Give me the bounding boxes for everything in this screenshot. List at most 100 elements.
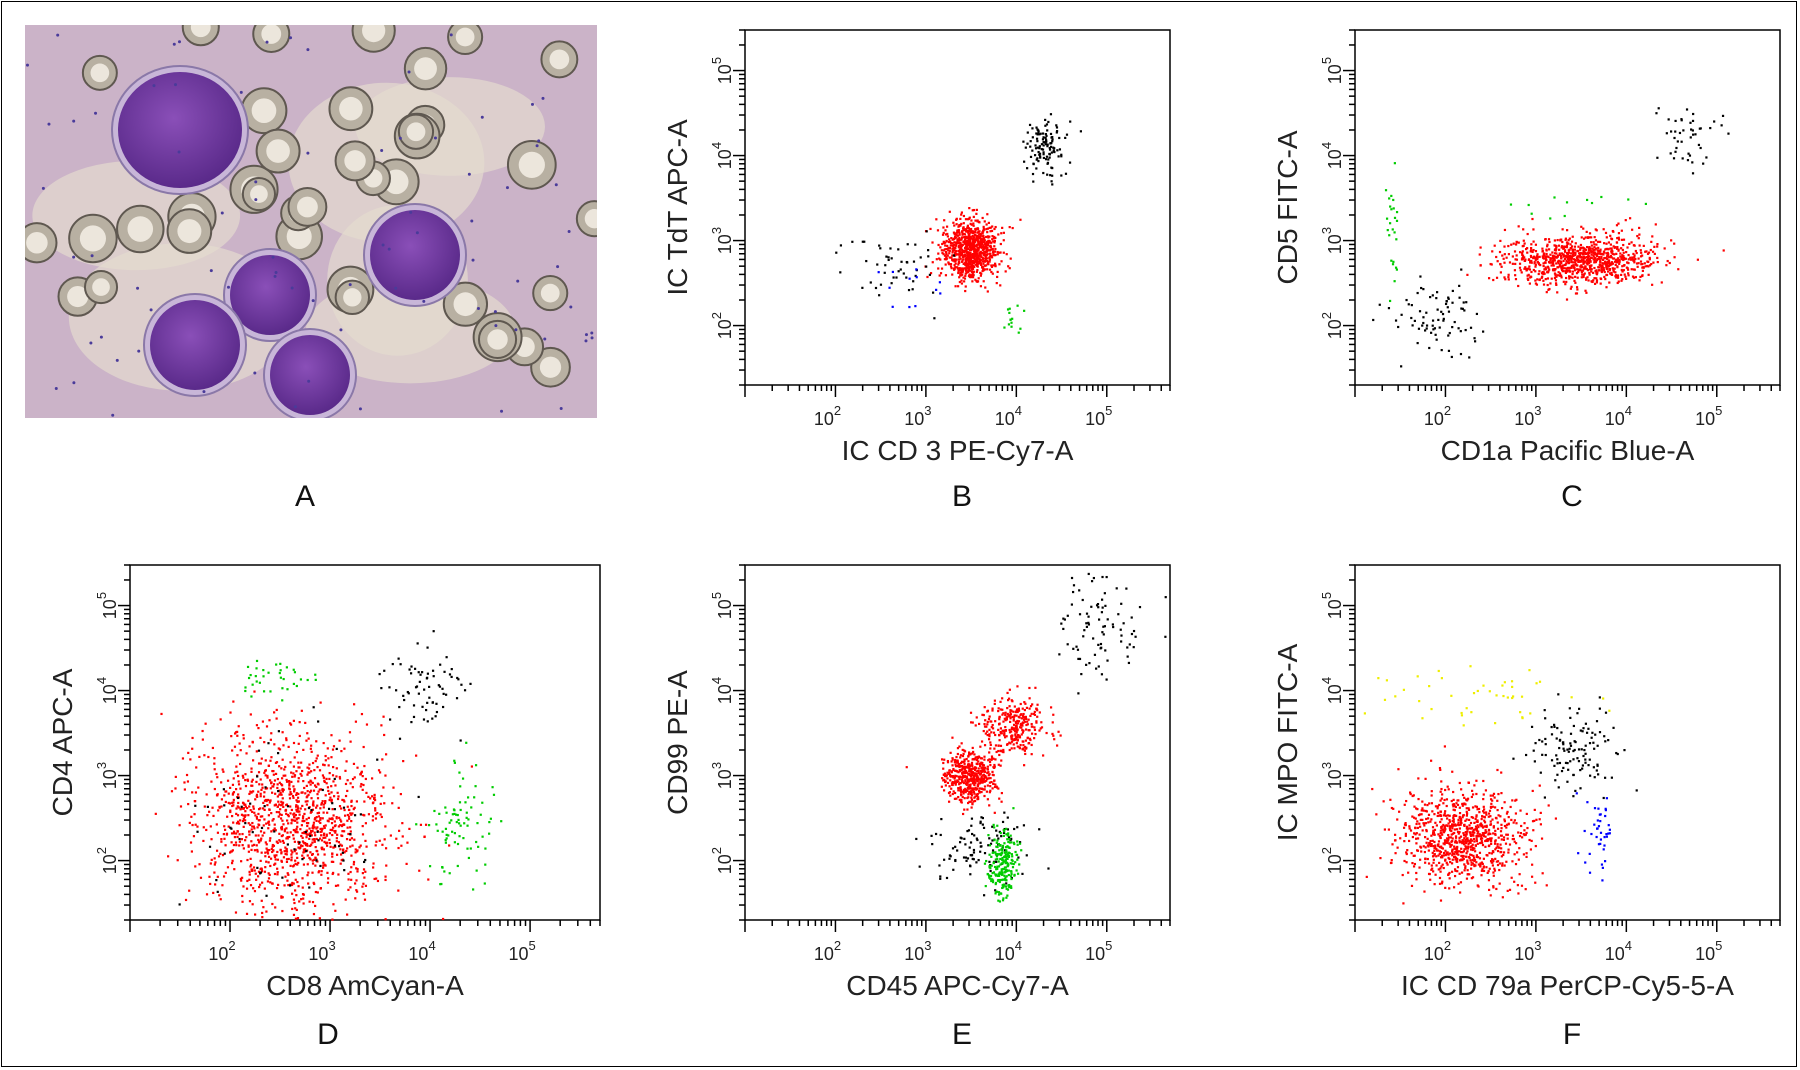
event-point bbox=[984, 259, 987, 263]
event-point bbox=[975, 212, 978, 215]
event-point bbox=[311, 761, 315, 765]
event-point bbox=[328, 832, 331, 835]
event-point bbox=[989, 743, 992, 747]
event-point bbox=[929, 272, 933, 275]
event-point bbox=[968, 234, 971, 237]
event-point bbox=[970, 242, 973, 245]
event-point bbox=[1012, 719, 1015, 722]
event-point bbox=[223, 804, 226, 807]
event-point bbox=[1604, 263, 1607, 266]
event-point bbox=[1042, 156, 1046, 160]
event-point bbox=[967, 801, 970, 805]
event-point bbox=[954, 782, 957, 785]
event-point bbox=[1431, 294, 1434, 297]
event-point bbox=[279, 662, 282, 665]
event-point bbox=[958, 783, 961, 786]
event-point bbox=[1026, 131, 1029, 134]
event-point bbox=[1164, 635, 1167, 638]
event-point bbox=[277, 800, 280, 803]
event-point bbox=[1413, 319, 1416, 323]
event-point bbox=[1691, 129, 1694, 132]
event-point bbox=[261, 786, 264, 789]
event-point bbox=[985, 779, 988, 782]
event-point bbox=[249, 790, 252, 793]
event-point bbox=[1459, 330, 1462, 333]
event-point bbox=[330, 756, 333, 759]
event-point bbox=[415, 685, 419, 688]
event-point bbox=[1582, 273, 1585, 276]
event-point bbox=[982, 267, 985, 270]
event-point bbox=[349, 740, 352, 743]
event-point bbox=[983, 755, 986, 758]
event-point bbox=[953, 241, 956, 244]
platelet-dot bbox=[136, 286, 140, 290]
event-point bbox=[238, 837, 241, 841]
event-point bbox=[1645, 250, 1648, 253]
event-point bbox=[990, 265, 994, 268]
event-point bbox=[964, 268, 967, 271]
event-point bbox=[1564, 271, 1567, 274]
event-point bbox=[217, 855, 221, 858]
event-point bbox=[1499, 271, 1502, 274]
event-point bbox=[1104, 649, 1107, 652]
event-point bbox=[1020, 713, 1023, 716]
event-point bbox=[962, 775, 965, 778]
y-tick-label: 102 bbox=[1319, 312, 1345, 339]
event-point bbox=[346, 789, 349, 793]
event-point bbox=[1503, 228, 1507, 232]
event-point bbox=[332, 814, 335, 817]
event-point bbox=[235, 788, 238, 791]
event-point bbox=[462, 837, 465, 840]
event-point bbox=[463, 689, 467, 692]
event-point bbox=[421, 705, 424, 708]
event-point bbox=[244, 805, 247, 808]
event-point bbox=[1015, 721, 1018, 725]
event-point bbox=[945, 248, 948, 251]
event-point bbox=[251, 903, 254, 906]
event-point bbox=[1553, 272, 1557, 275]
event-point bbox=[1606, 247, 1609, 251]
event-point bbox=[976, 757, 979, 760]
event-point bbox=[1641, 262, 1644, 266]
event-point bbox=[334, 909, 337, 912]
event-point bbox=[1009, 720, 1012, 724]
event-point bbox=[984, 258, 987, 261]
event-point bbox=[439, 883, 442, 886]
event-point bbox=[251, 831, 254, 834]
event-point bbox=[1019, 723, 1022, 727]
event-point bbox=[415, 754, 418, 757]
event-point bbox=[1034, 732, 1037, 736]
event-point bbox=[941, 777, 944, 780]
event-point bbox=[191, 791, 194, 794]
event-point bbox=[270, 830, 273, 833]
event-point bbox=[301, 769, 304, 773]
event-point bbox=[1431, 324, 1434, 327]
event-point bbox=[988, 226, 991, 230]
event-point bbox=[1055, 126, 1059, 129]
event-point bbox=[1526, 232, 1529, 236]
event-point bbox=[1542, 262, 1545, 265]
event-point bbox=[971, 246, 974, 249]
event-point bbox=[994, 253, 997, 257]
event-point bbox=[395, 837, 398, 840]
event-point bbox=[1435, 338, 1438, 341]
event-point bbox=[255, 780, 258, 784]
event-point bbox=[1586, 269, 1590, 272]
event-point bbox=[1573, 269, 1577, 272]
event-point bbox=[1378, 303, 1381, 306]
event-point bbox=[1581, 273, 1584, 276]
platelet-dot bbox=[339, 328, 343, 332]
event-point bbox=[1056, 149, 1059, 152]
event-point bbox=[215, 772, 218, 776]
event-point bbox=[1417, 327, 1421, 330]
event-point bbox=[428, 696, 431, 699]
event-point bbox=[312, 821, 316, 824]
event-point bbox=[1567, 253, 1570, 256]
event-point bbox=[963, 771, 966, 775]
platelet-dot bbox=[543, 337, 547, 341]
event-point bbox=[1011, 700, 1014, 703]
event-point bbox=[218, 805, 221, 808]
event-point bbox=[1627, 274, 1630, 277]
event-point bbox=[361, 872, 364, 875]
event-point bbox=[1079, 130, 1082, 133]
